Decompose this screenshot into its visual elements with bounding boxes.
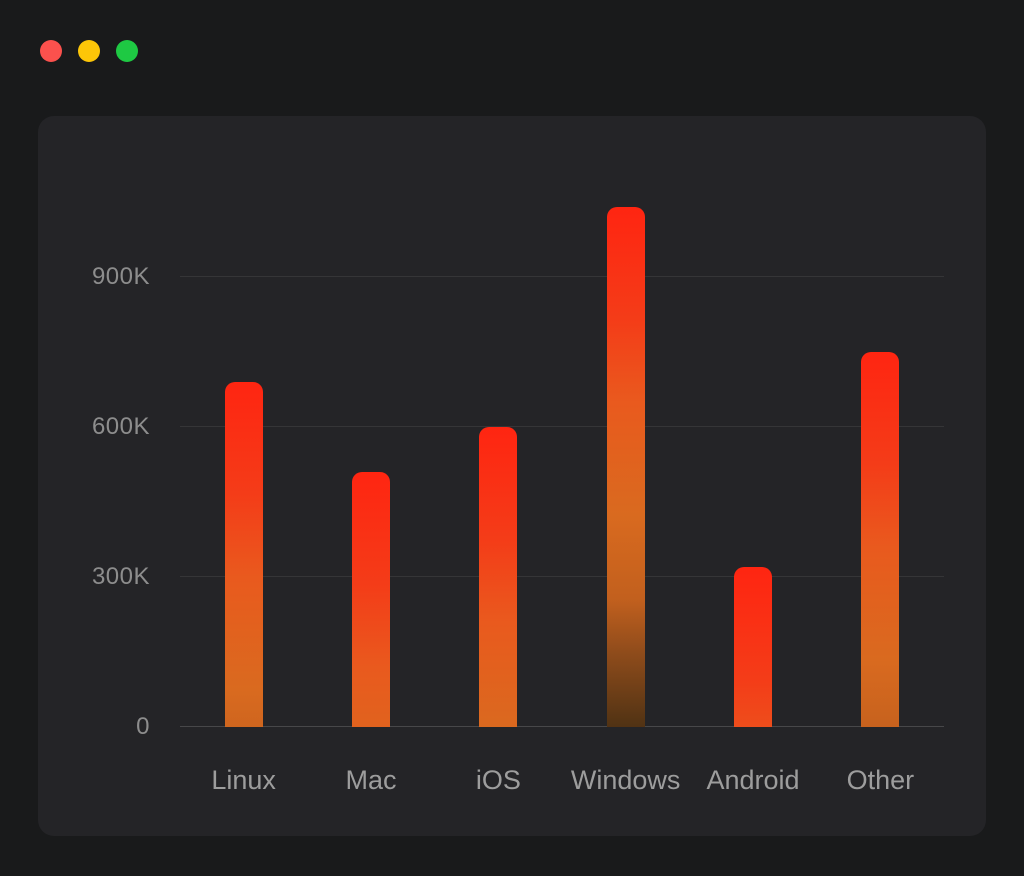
x-category-label-windows: Windows bbox=[570, 765, 681, 795]
x-category-label-ios: iOS bbox=[475, 765, 521, 795]
x-category-label-linux: Linux bbox=[211, 765, 276, 795]
bar-chart: 0 300K 600K 900K Linux Mac iOS Windows Android O… bbox=[38, 116, 986, 836]
bar-windows[interactable] bbox=[606, 207, 645, 727]
bar-linux[interactable] bbox=[224, 382, 263, 727]
y-tick-label-900K: 900K bbox=[91, 263, 150, 290]
x-category-label-other: Other bbox=[846, 765, 915, 795]
bar-other[interactable] bbox=[861, 352, 900, 727]
y-tick-label-0: 0 bbox=[136, 713, 150, 740]
close-button[interactable] bbox=[40, 40, 62, 62]
gridline-600K bbox=[180, 426, 944, 427]
maximize-button[interactable] bbox=[116, 40, 138, 62]
gridline-900K bbox=[180, 276, 944, 277]
x-axis-line bbox=[180, 726, 944, 727]
y-axis: 0 300K 600K 900K bbox=[38, 167, 150, 740]
window-controls bbox=[40, 40, 138, 62]
x-category-label-android: Android bbox=[706, 765, 800, 795]
plot-area bbox=[180, 167, 944, 727]
gridline-300K bbox=[180, 576, 944, 577]
y-tick-label-600K: 600K bbox=[91, 413, 150, 440]
chart-panel: 0 300K 600K 900K Linux Mac iOS Windows Android O… bbox=[38, 116, 986, 836]
x-category-label-mac: Mac bbox=[345, 765, 397, 795]
bar-android[interactable] bbox=[734, 567, 772, 727]
minimize-button[interactable] bbox=[78, 40, 100, 62]
x-axis: Linux Mac iOS Windows Android Other bbox=[180, 751, 944, 811]
bar-ios[interactable] bbox=[479, 427, 518, 727]
y-tick-label-300K: 300K bbox=[91, 563, 150, 590]
bar-mac[interactable] bbox=[352, 472, 390, 727]
